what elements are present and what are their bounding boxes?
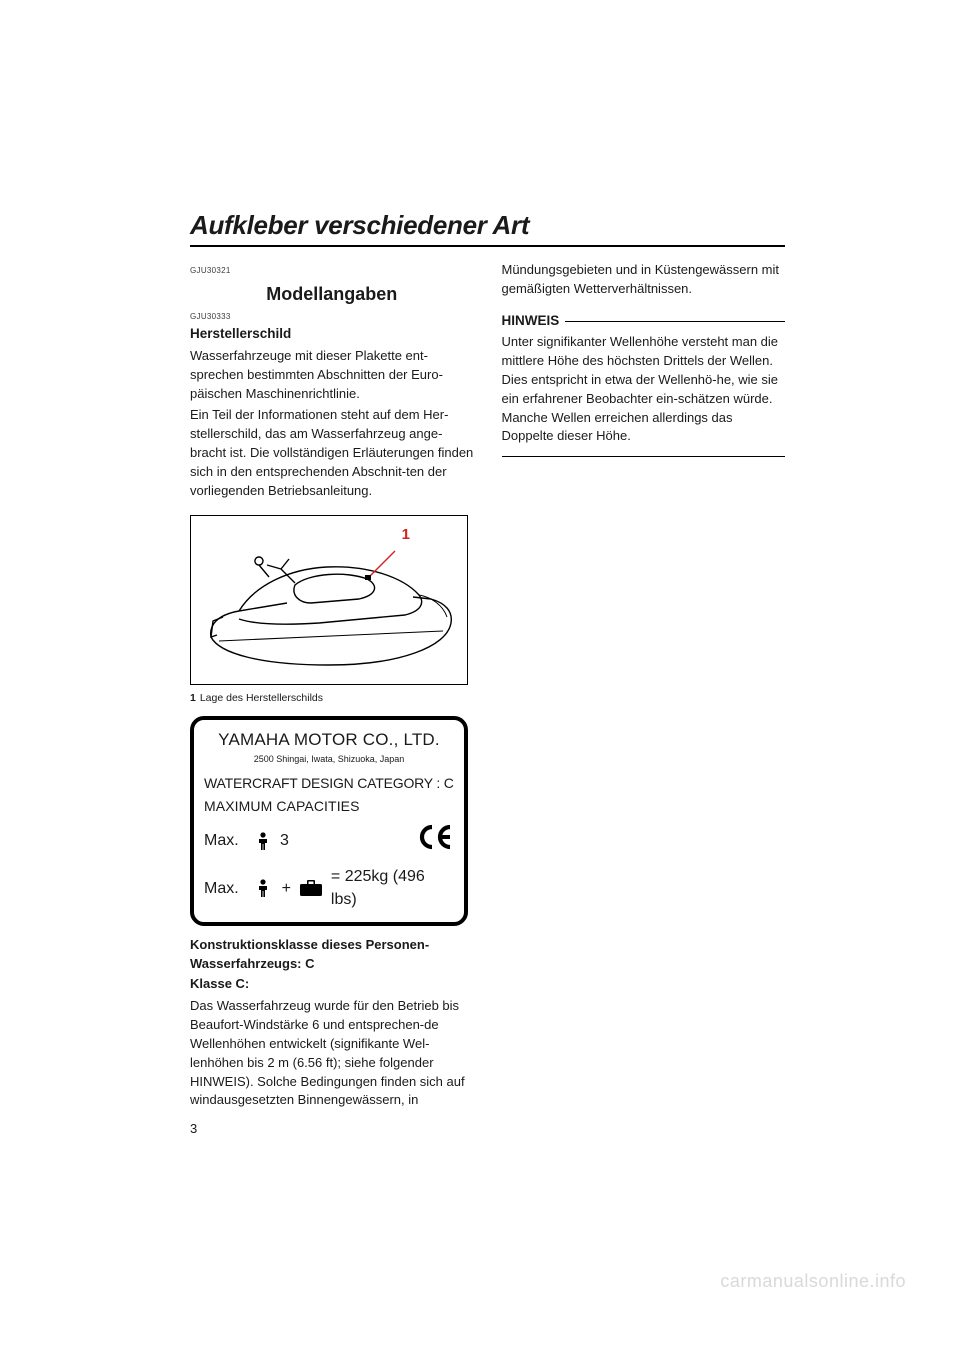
plate-persons-value: 3 (280, 829, 289, 852)
watermark: carmanualsonline.info (720, 1271, 906, 1292)
doc-code: GJU30333 (190, 311, 474, 323)
paragraph: Wasserfahrzeuge mit dieser Plakette ent-… (190, 347, 474, 404)
watercraft-outline-icon (199, 525, 459, 675)
hinweis-rule (565, 321, 785, 322)
page-title: Aufkleber verschiedener Art (190, 210, 785, 241)
plate-category: WATERCRAFT DESIGN CATEGORY : C (204, 773, 454, 793)
figure-callout: 1 (402, 524, 410, 546)
paragraph: Das Wasserfahrzeug wurde für den Betrieb… (190, 997, 474, 1110)
paragraph: Unter signifikanter Wellenhöhe versteht … (502, 333, 786, 446)
left-column: GJU30321 Modellangaben GJU30333 Herstell… (190, 261, 474, 1110)
watercraft-diagram: 1 (190, 515, 468, 685)
hinweis-end-rule (502, 456, 786, 457)
figure-caption-number: 1 (190, 692, 196, 704)
subsection-heading: Herstellerschild (190, 324, 474, 344)
hinweis-heading: HINWEIS (502, 311, 786, 331)
plate-max-label: Max. (204, 877, 256, 900)
plate-weight-value: = 225kg (496 lbs) (331, 865, 454, 911)
plus-sign: + (282, 877, 291, 900)
luggage-icon (299, 880, 323, 896)
person-icon (256, 879, 270, 897)
right-column: Mündungsgebieten und in Küstengewässern … (502, 261, 786, 1110)
figure-caption-text: Lage des Herstellerschilds (200, 692, 323, 704)
paragraph: Ein Teil der Informationen steht auf dem… (190, 406, 474, 500)
plate-capacities-label: MAXIMUM CAPACITIES (204, 796, 454, 816)
doc-code: GJU30321 (190, 265, 474, 277)
paragraph: Mündungsgebieten und in Küstengewässern … (502, 261, 786, 299)
paragraph-bold: Klasse C: (190, 975, 474, 994)
section-heading: Modellangaben (190, 281, 474, 307)
title-block: Aufkleber verschiedener Art (190, 210, 785, 247)
plate-weight-row: Max. + = 225kg (496 lbs) (204, 865, 454, 911)
paragraph-bold: Konstruktionsklasse dieses Personen-Wass… (190, 936, 474, 974)
person-icon (256, 832, 270, 850)
figure-caption: 1 Lage des Herstellerschilds (190, 691, 474, 706)
ce-mark-icon (416, 824, 454, 857)
manufacturer-plate: YAMAHA MOTOR CO., LTD. 2500 Shingai, Iwa… (190, 716, 468, 926)
page-number: 3 (190, 1121, 197, 1136)
plate-address: 2500 Shingai, Iwata, Shizuoka, Japan (204, 753, 454, 766)
plate-company: YAMAHA MOTOR CO., LTD. (204, 728, 454, 753)
hinweis-label: HINWEIS (502, 311, 560, 331)
figure: 1 (190, 515, 474, 706)
plate-max-label: Max. (204, 829, 256, 852)
title-rule (190, 245, 785, 247)
two-column-layout: GJU30321 Modellangaben GJU30333 Herstell… (190, 261, 785, 1110)
plate-persons-row: Max. 3 (204, 824, 454, 857)
